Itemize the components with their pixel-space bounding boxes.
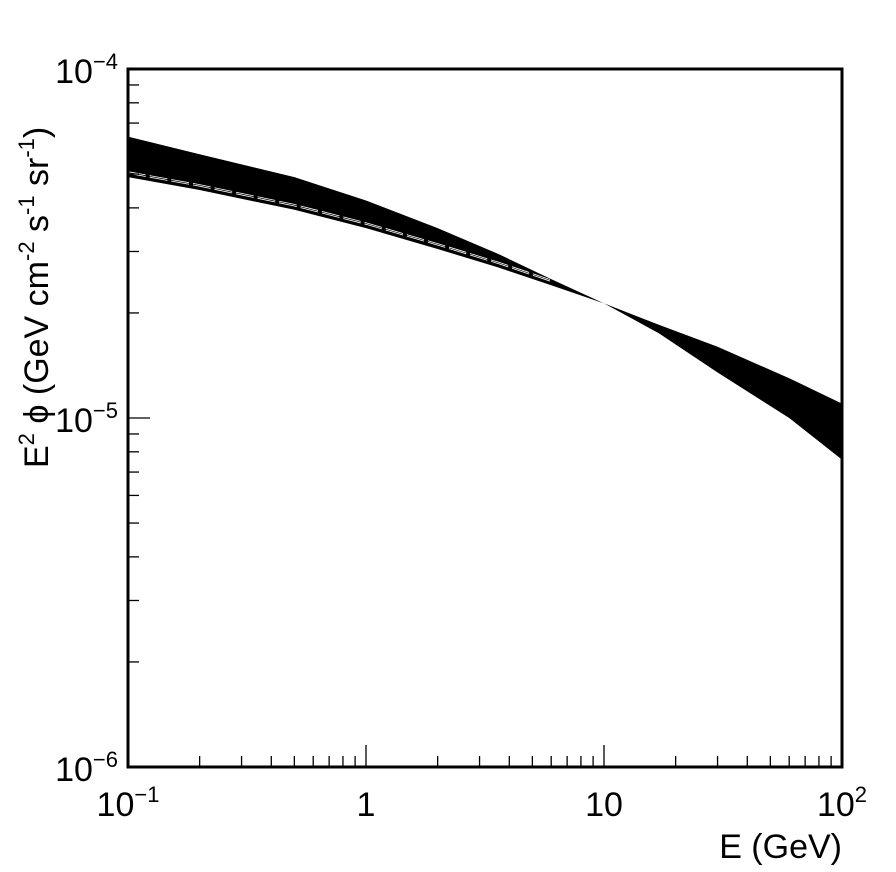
x-axis-ticks xyxy=(198,745,832,767)
curve-line xyxy=(127,172,552,282)
y-tick-label: 10−6 xyxy=(55,747,118,789)
y-axis-title: E2 ϕ (GeV cm-2 s-1 sr-1) xyxy=(14,127,56,468)
x-tick-label: 102 xyxy=(817,782,867,824)
uncertainty-band xyxy=(128,136,842,460)
band-area xyxy=(128,136,842,460)
curve-line xyxy=(127,171,552,281)
x-tick-label: 10 xyxy=(585,786,623,824)
x-tick-label: 10−1 xyxy=(97,782,160,824)
band-edge-lines xyxy=(127,171,552,282)
x-axis-title: E (GeV) xyxy=(719,828,842,866)
y-tick-label: 10−4 xyxy=(55,49,118,91)
y-axis-title-text: E2 ϕ (GeV cm-2 s-1 sr-1) xyxy=(14,127,56,468)
y-axis-ticks xyxy=(128,84,150,663)
y-tick-label: 10−5 xyxy=(55,398,118,440)
x-axis-tick-labels: 10−1 1 10 102 xyxy=(97,782,868,824)
x-tick-label: 1 xyxy=(357,786,376,824)
y-axis-tick-labels: 10−6 10−5 10−4 xyxy=(55,49,118,789)
